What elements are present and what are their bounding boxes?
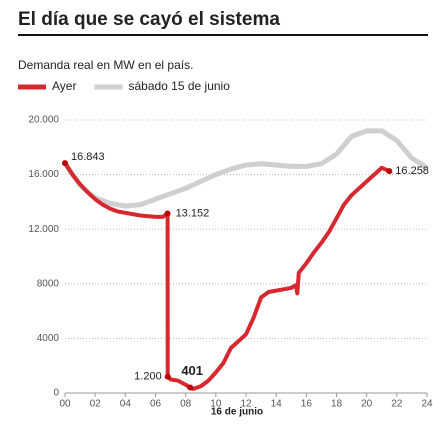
legend-label: Ayer: [52, 79, 76, 93]
annotation: 16.258: [395, 165, 429, 177]
x-tick-label: 14: [271, 399, 283, 410]
annotation-dot: [386, 168, 393, 175]
subtitle: Demanda real en MW en el país.: [18, 58, 193, 72]
series-line: [63, 162, 391, 391]
legend-label: sábado 15 de junio: [128, 79, 230, 93]
annotation-dot: [164, 210, 171, 217]
annotation: 16.843: [71, 151, 105, 163]
annotation: 13.152: [176, 207, 210, 219]
y-tick-label: 0: [53, 388, 59, 399]
x-tick-label: 20: [361, 399, 373, 410]
y-tick-label: 20.000: [28, 115, 59, 126]
series-line: [62, 128, 429, 209]
chart-title: El día que se cayó el sistema: [18, 9, 280, 30]
x-tick-label: 00: [59, 399, 71, 410]
annotation-dot: [164, 373, 171, 380]
x-axis-label: 16 de junio: [211, 407, 263, 418]
x-tick-label: 22: [391, 399, 403, 410]
x-tick-label: 12: [240, 399, 252, 410]
y-tick-label: 8000: [37, 278, 60, 289]
x-tick-label: 02: [90, 399, 102, 410]
x-tick-label: 08: [180, 399, 192, 410]
annotation: 401: [181, 363, 203, 378]
y-tick-label: 16.000: [28, 169, 59, 180]
x-tick-label: 16: [301, 399, 313, 410]
annotation-dot: [62, 160, 68, 167]
y-tick-label: 12.000: [28, 224, 59, 235]
x-tick-label: 06: [150, 399, 162, 410]
y-tick-label: 4000: [37, 333, 60, 344]
x-tick-label: 18: [331, 399, 343, 410]
x-tick-label: 04: [120, 399, 132, 410]
title-rule: [18, 34, 428, 36]
annotation-dot: [187, 384, 194, 391]
annotation: 1.200: [134, 371, 162, 383]
x-tick-label: 24: [421, 399, 433, 410]
x-tick-label: 10: [210, 399, 222, 410]
